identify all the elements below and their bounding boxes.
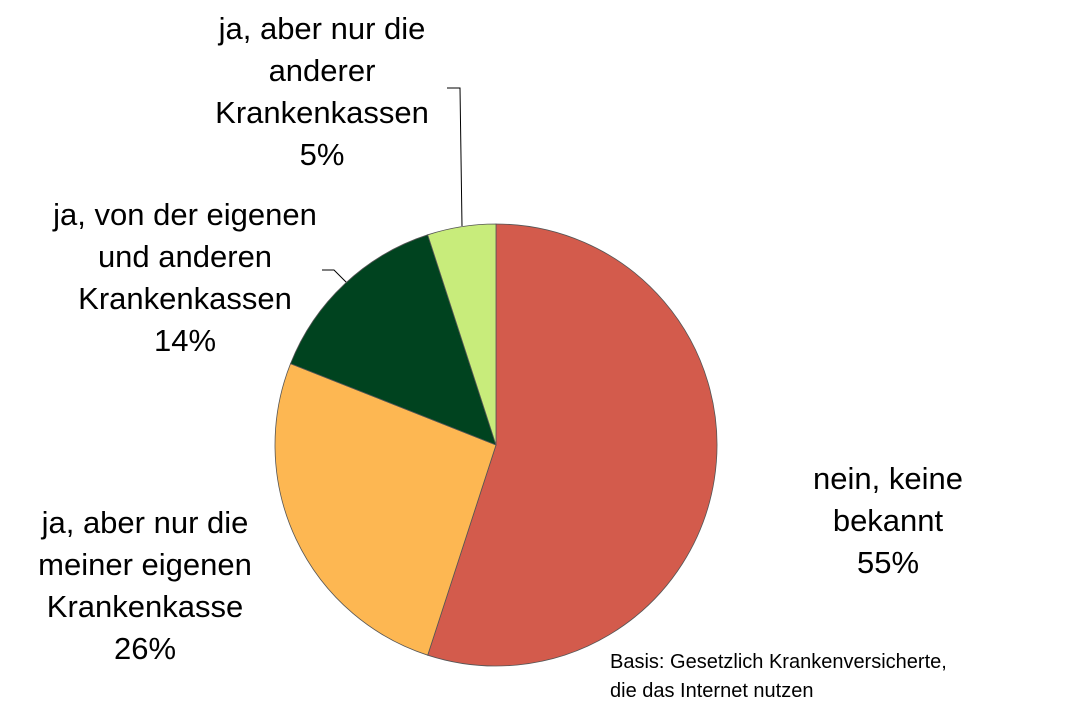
note: Basis: Gesetzlich Krankenversicherte, di…: [610, 651, 947, 702]
slice-label: nein, keine bekannt: [813, 461, 963, 538]
slice-label: ja, aber nur die meiner eigenen Krankenk…: [38, 505, 252, 624]
value-label: 14%: [153, 323, 217, 358]
value-label: 26%: [113, 631, 177, 666]
leader-line: [322, 269, 348, 284]
leader-line: [447, 87, 463, 227]
slice-label: ja, aber nur die anderer Krankenkassen: [215, 11, 429, 130]
pie-slice: [427, 223, 497, 446]
pie-slice: [274, 363, 497, 656]
value-label: 5%: [299, 137, 345, 172]
value-label: 55%: [856, 545, 920, 580]
pie-slice: [427, 223, 718, 667]
slice-label: ja, von der eigenen und anderen Krankenk…: [53, 197, 317, 316]
